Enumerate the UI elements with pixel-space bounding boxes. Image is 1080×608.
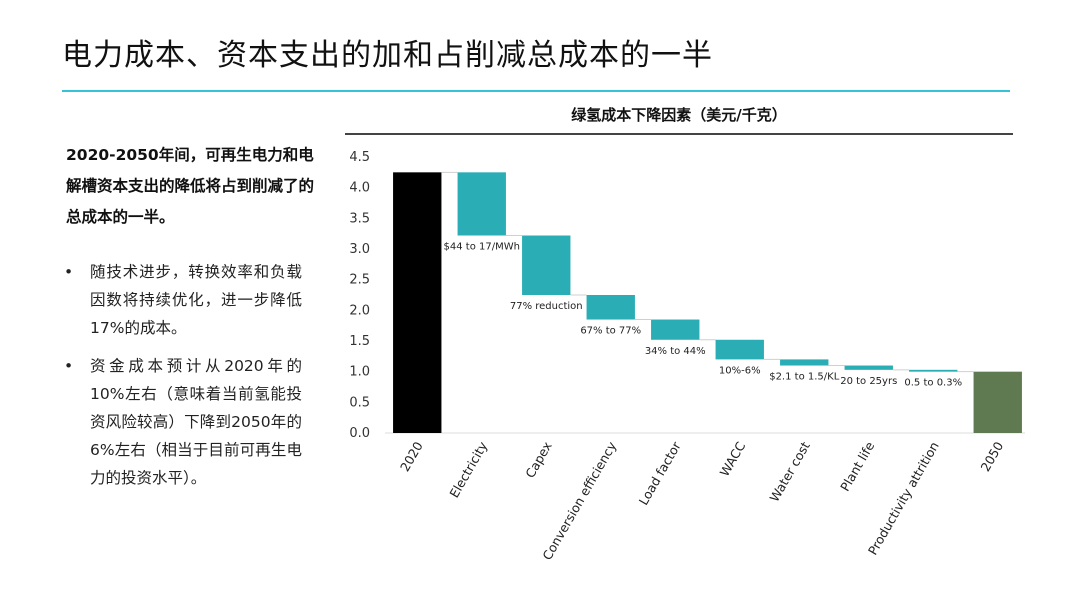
bar-water-cost	[780, 359, 829, 366]
data-label: 20 to 25yrs	[840, 376, 897, 387]
waterfall-chart: 0.0 0.5 1.0 1.5 2.0 2.5 3.0 3.5 4.0 4.5 2020 $44 to…	[349, 150, 1025, 563]
y-tick-label: 0.0	[349, 426, 370, 441]
data-label: $2.1 to 1.5/KL	[769, 372, 839, 383]
x-category-label: Load factor	[636, 438, 685, 507]
y-tick-label: 0.5	[349, 395, 370, 410]
x-category-label: 2020	[397, 439, 426, 474]
data-label: 10%-6%	[719, 365, 761, 376]
x-category-label: Water cost	[766, 439, 812, 504]
title-divider	[62, 90, 1010, 92]
data-label: 67% to 77%	[580, 326, 641, 337]
y-tick-label: 3.0	[349, 242, 370, 257]
chart-title-divider	[345, 133, 1013, 135]
y-tick-label: 3.5	[349, 211, 370, 226]
lead-paragraph: 2020-2050年间，可再生电力和电解槽资本支出的降低将占到削减了的总成本的一…	[66, 146, 315, 226]
data-label: $44 to 17/MWh	[444, 242, 520, 253]
x-category-label: Capex	[522, 439, 555, 480]
x-category-label: Productivity attrition	[865, 439, 942, 557]
x-category-label: 2050	[977, 439, 1006, 474]
x-category-label: WACC	[717, 439, 749, 479]
x-category-label: Plant life	[837, 439, 877, 494]
y-tick-label: 1.0	[349, 365, 370, 380]
data-label: 0.5 to 0.3%	[904, 378, 962, 389]
bar-productivity-attrition	[909, 369, 958, 372]
bar-load-factor	[651, 319, 700, 340]
bullet-item: • 资金成本预计从2020年的10%左右（意味着当前氢能投资风险较高）下降到20…	[62, 352, 302, 492]
bar-electricity	[457, 172, 506, 236]
bar-2050	[973, 371, 1022, 433]
data-label: 34% to 44%	[645, 346, 706, 357]
y-tick-label: 4.5	[349, 150, 370, 165]
bullet-dot-icon: •	[64, 357, 74, 375]
x-category-label: Conversion efficiency	[539, 438, 619, 562]
bullet-text: 资金成本预计从2020年的10%左右（意味着当前氢能投资风险较高）下降到2050…	[90, 357, 302, 487]
data-label: 77% reduction	[510, 301, 583, 312]
bar-wacc	[715, 339, 764, 360]
y-tick-label: 2.5	[349, 273, 370, 288]
bullet-list: • 随技术进步，转换效率和负载因数将持续优化，进一步降低17%的成本。 • 资金…	[62, 258, 302, 502]
x-category-label: Electricity	[446, 438, 490, 500]
bullet-dot-icon: •	[64, 263, 74, 281]
bullet-item: • 随技术进步，转换效率和负载因数将持续优化，进一步降低17%的成本。	[62, 258, 302, 342]
y-tick-label: 2.0	[349, 303, 370, 318]
y-tick-label: 4.0	[349, 181, 370, 196]
bar-capex	[522, 235, 571, 295]
bar-2020	[393, 172, 442, 434]
bullet-text: 随技术进步，转换效率和负载因数将持续优化，进一步降低17%的成本。	[90, 263, 302, 337]
y-tick-label: 1.5	[349, 334, 370, 349]
bar-conversion-efficiency	[586, 295, 635, 320]
page-title: 电力成本、资本支出的加和占削减总成本的一半	[62, 38, 713, 73]
chart-title: 绿氢成本下降因素（美元/千克）	[571, 106, 787, 124]
bar-plant-life	[844, 365, 893, 370]
